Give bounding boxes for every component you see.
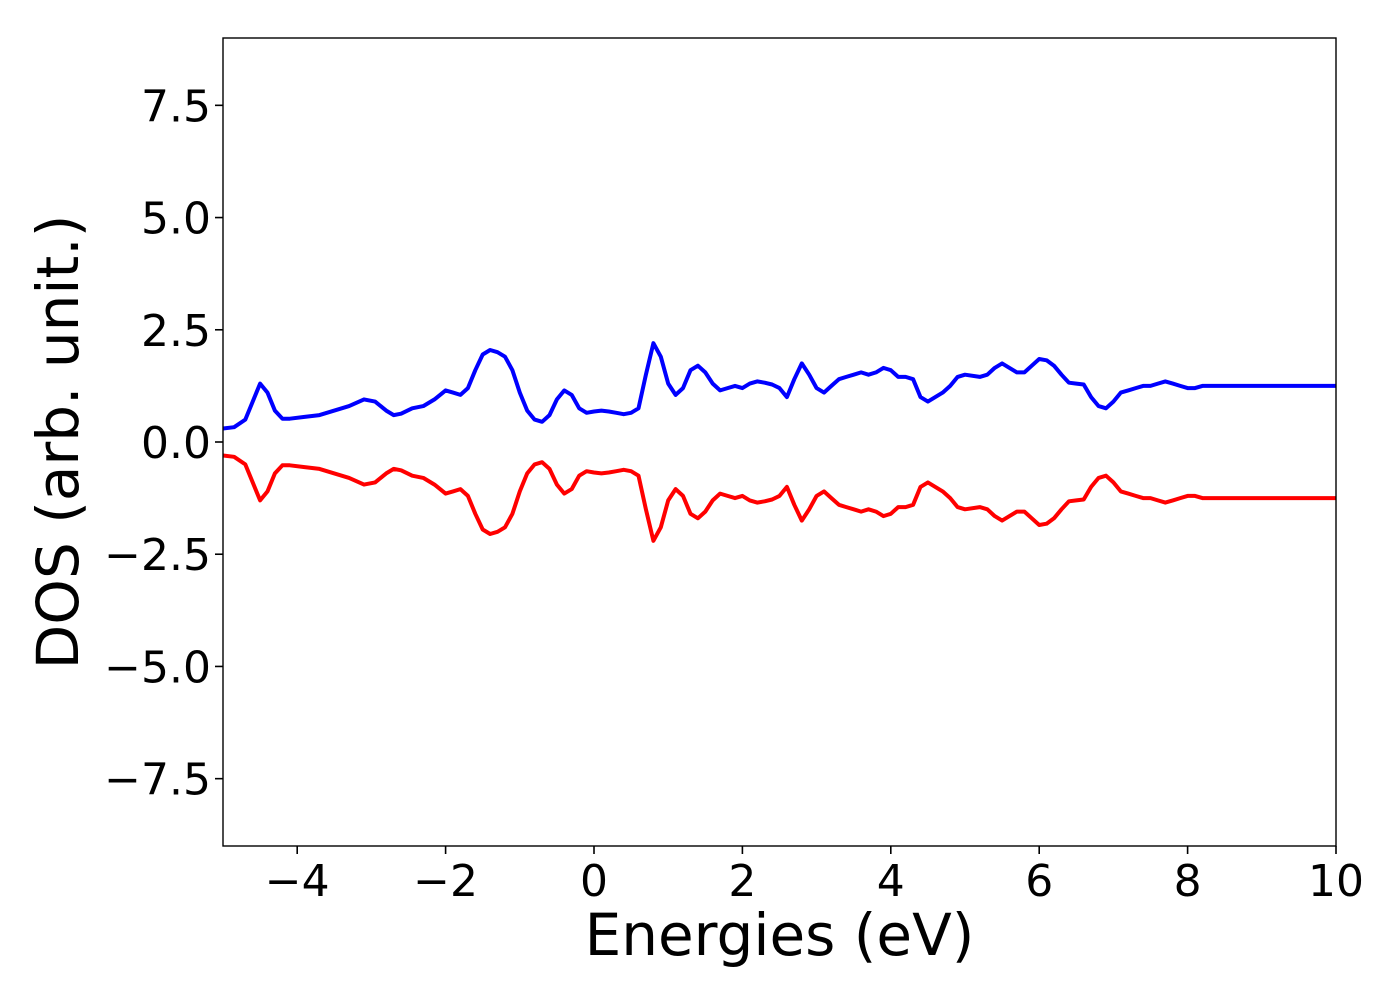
x-tick-label: 0	[580, 856, 608, 907]
ticks-layer: −4 −2 0 2 4 6 8 10 7.5 5.0 2.5 0.0 −2.5 −5.0 −7.5	[104, 81, 1364, 907]
x-tick-label: 4	[877, 856, 905, 907]
x-tick-label: 6	[1025, 856, 1053, 907]
x-tick-label: −2	[413, 856, 478, 907]
y-tick-label: 0.0	[141, 418, 211, 469]
series-line-1	[222, 341, 1336, 431]
x-tick-label: 8	[1174, 856, 1202, 907]
x-tick-label: −4	[265, 856, 330, 907]
y-tick-label: 7.5	[141, 81, 211, 132]
y-tick-label: 2.5	[141, 306, 211, 357]
y-tick-label: −2.5	[104, 530, 211, 581]
series-line-2	[222, 453, 1336, 543]
y-tick-label: 5.0	[141, 194, 211, 245]
y-tick-label: −5.0	[104, 642, 211, 693]
x-axis-label: Energies (eV)	[585, 901, 975, 969]
x-tick-label: 10	[1308, 856, 1364, 907]
series-layer	[222, 341, 1336, 543]
x-tick-label: 2	[728, 856, 756, 907]
plot-frame	[222, 37, 1337, 847]
y-axis-label: DOS (arb. unit.)	[24, 215, 92, 670]
y-tick-label: −7.5	[104, 755, 211, 806]
